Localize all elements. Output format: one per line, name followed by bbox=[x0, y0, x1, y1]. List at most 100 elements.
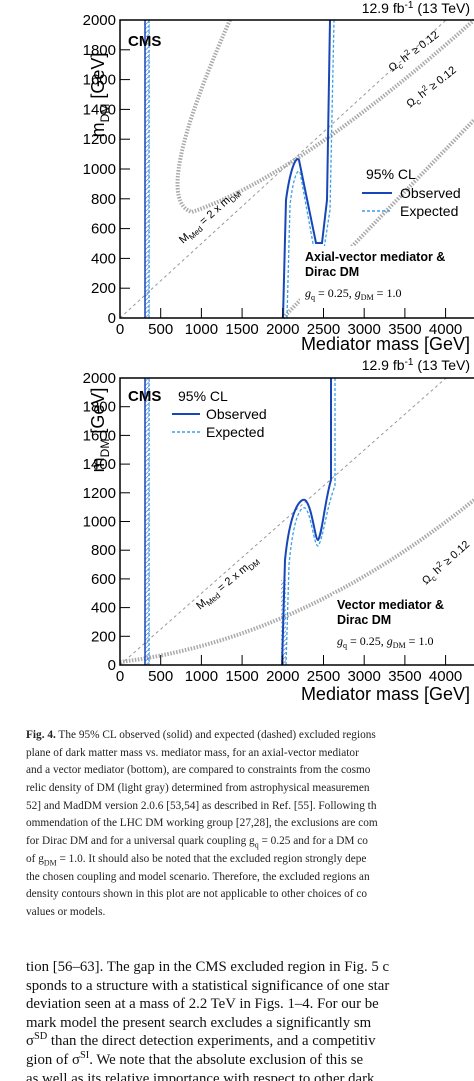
body-line: sponds to a structure with a statistical… bbox=[26, 977, 390, 994]
diagonal bbox=[119, 377, 447, 666]
x-tick-label: 1000 bbox=[185, 668, 218, 685]
caption-line: for Dirac DM and for a universal quark c… bbox=[26, 835, 368, 850]
y-tick-label: 600 bbox=[91, 571, 116, 588]
body-line: mark model the present search excludes a… bbox=[26, 1014, 372, 1031]
observed-contour bbox=[282, 19, 331, 319]
x-tick-label: 1500 bbox=[225, 321, 258, 338]
caption-line: the chosen coupling and model scenario. … bbox=[26, 870, 370, 883]
chart-title: 12.9 fb-1 (13 TeV) bbox=[362, 357, 470, 373]
y-tick-label: 800 bbox=[91, 542, 116, 559]
y-tick-label: 600 bbox=[91, 221, 116, 238]
x-tick-label: 3500 bbox=[388, 668, 421, 685]
caption-line: plane of dark matter mass vs. mediator m… bbox=[26, 746, 359, 759]
expected-contour bbox=[286, 19, 335, 319]
y-tick-label: 2000 bbox=[83, 370, 116, 387]
caption-line: ommendation of the LHC DM working group … bbox=[26, 817, 378, 830]
y-tick-label: 1400 bbox=[83, 101, 116, 118]
x-tick-label: 1000 bbox=[185, 321, 218, 338]
y-tick-label: 800 bbox=[91, 191, 116, 208]
y-tick-label: 1400 bbox=[83, 456, 116, 473]
figure: 12.9 fb-1 (13 TeV) CMS mDM [GeV] Mediato… bbox=[83, 0, 474, 704]
experiment-label: CMS bbox=[128, 33, 161, 50]
caption-line: and a vector mediator (bottom), are comp… bbox=[26, 764, 371, 777]
relic-label: Ωc h2 ≥ 0.12 bbox=[385, 27, 442, 76]
x-tick-label: 2000 bbox=[266, 321, 299, 338]
legend-title: 95% CL bbox=[178, 388, 228, 404]
x-tick-label: 2500 bbox=[307, 668, 340, 685]
caption-line: Fig. 4. The 95% CL observed (solid) and … bbox=[26, 729, 376, 741]
body-line: as well as its relative importance with … bbox=[26, 1070, 375, 1081]
x-tick-label: 500 bbox=[148, 321, 173, 338]
x-tick-label: 4000 bbox=[429, 668, 462, 685]
experiment-label: CMS bbox=[128, 388, 161, 405]
caption-line: 52] and MadDM version 2.0.6 [53,54] as d… bbox=[26, 799, 377, 812]
diagonal-label: MMed = 2 x mDM bbox=[177, 186, 244, 248]
x-axis-label: Mediator mass [GeV] bbox=[301, 684, 470, 704]
figure-caption: Fig. 4. The 95% CL observed (solid) and … bbox=[26, 727, 474, 922]
exclusion-band bbox=[145, 20, 150, 318]
annotation-box bbox=[300, 246, 470, 314]
body-text: tion [56–63]. The gap in the CMS exclude… bbox=[26, 958, 474, 1081]
y-tick-label: 200 bbox=[91, 280, 116, 297]
x-tick-label: 3000 bbox=[347, 668, 380, 685]
diagonal bbox=[119, 19, 447, 319]
body-line: σSD than the direct detection experiment… bbox=[26, 1031, 376, 1050]
caption-line: of gDM = 1.0. It should also be noted th… bbox=[26, 852, 367, 868]
legend-entry: Observed bbox=[206, 406, 267, 422]
observed-contour bbox=[281, 378, 332, 666]
diagonal-label: MMed = 2 x mDM bbox=[194, 554, 262, 614]
chart-title: 12.9 fb-1 (13 TeV) bbox=[362, 0, 470, 16]
x-tick-label: 0 bbox=[116, 668, 124, 685]
y-tick-label: 1600 bbox=[83, 427, 116, 444]
body-line: gion of σSI. We note that the absolute e… bbox=[26, 1050, 364, 1068]
coupling-label: gq = 0.25, gDM = 1.0 bbox=[305, 286, 401, 302]
model-label: Dirac DM bbox=[305, 265, 359, 279]
legend-title: 95% CL bbox=[366, 166, 416, 182]
y-tick-label: 1800 bbox=[83, 399, 116, 416]
y-tick-label: 400 bbox=[91, 600, 116, 617]
model-label: Axial-vector mediator & bbox=[305, 250, 445, 264]
x-tick-label: 4000 bbox=[429, 321, 462, 338]
y-tick-label: 2000 bbox=[83, 12, 116, 29]
relic-curve bbox=[119, 498, 474, 664]
y-tick-label: 0 bbox=[108, 310, 116, 327]
caption-line: values or models. bbox=[26, 905, 106, 918]
model-label: Vector mediator & bbox=[337, 598, 444, 612]
y-axis-label: mDM [GeV] bbox=[88, 53, 112, 138]
x-tick-label: 500 bbox=[148, 668, 173, 685]
y-tick-label: 1200 bbox=[83, 485, 116, 502]
legend-entry: Expected bbox=[400, 203, 458, 219]
legend-entry: Expected bbox=[206, 424, 264, 440]
annotation-box bbox=[333, 594, 473, 658]
x-tick-label: 2500 bbox=[307, 321, 340, 338]
exclusion-band bbox=[145, 378, 150, 665]
x-tick-label: 3000 bbox=[347, 321, 380, 338]
x-axis-label: Mediator mass [GeV] bbox=[301, 334, 470, 354]
y-axis-label: mDM [GeV] bbox=[88, 388, 112, 473]
coupling-label: gq = 0.25, gDM = 1.0 bbox=[337, 634, 433, 650]
y-tick-label: 1600 bbox=[83, 72, 116, 89]
caption-line: density contours shown in this plot are … bbox=[26, 888, 368, 901]
chart-2-contours bbox=[119, 377, 474, 666]
y-tick-label: 400 bbox=[91, 250, 116, 267]
model-label: Dirac DM bbox=[337, 613, 391, 627]
legend-entry: Observed bbox=[400, 185, 461, 201]
relic-label: Ωc h2 ≥ 0.12 bbox=[403, 63, 460, 112]
y-tick-label: 200 bbox=[91, 628, 116, 645]
body-line: deviation seen at a mass of 2.2 TeV in F… bbox=[26, 996, 379, 1013]
relic-curve bbox=[175, 18, 474, 215]
y-tick-label: 1000 bbox=[83, 161, 116, 178]
x-tick-label: 0 bbox=[116, 321, 124, 338]
y-tick-label: 1000 bbox=[83, 514, 116, 531]
caption-line: relic density of DM (light gray) determi… bbox=[26, 782, 370, 795]
y-tick-label: 0 bbox=[108, 657, 116, 674]
expected-contour bbox=[285, 378, 336, 666]
y-tick-label: 1200 bbox=[83, 131, 116, 148]
y-tick-label: 1800 bbox=[83, 42, 116, 59]
x-tick-label: 1500 bbox=[225, 668, 258, 685]
relic-label: Ωc h2 ≥ 0.12 bbox=[419, 537, 474, 589]
x-tick-label: 2000 bbox=[266, 668, 299, 685]
body-line: tion [56–63]. The gap in the CMS exclude… bbox=[26, 959, 390, 975]
x-tick-label: 3500 bbox=[388, 321, 421, 338]
